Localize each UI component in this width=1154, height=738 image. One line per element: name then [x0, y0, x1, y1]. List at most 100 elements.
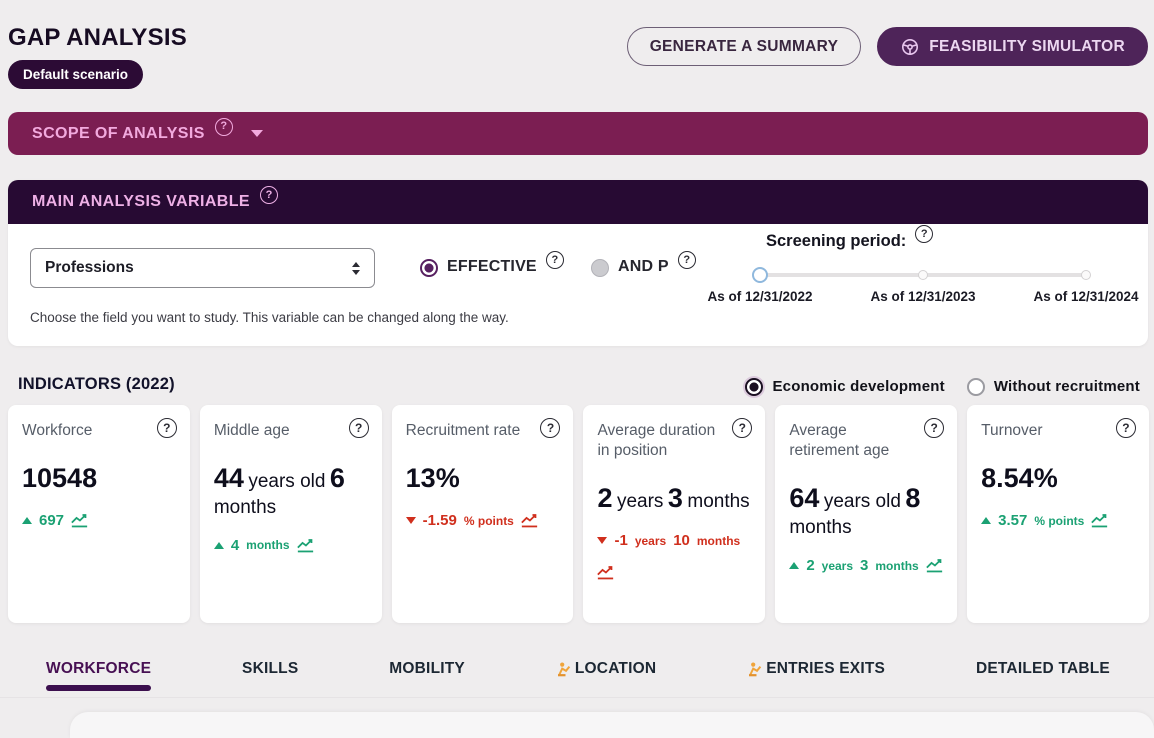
tab-label: WORKFORCE	[46, 660, 152, 677]
radio-effective[interactable]: EFFECTIVE ?	[420, 251, 564, 277]
scope-of-analysis-header[interactable]: SCOPE OF ANALYSIS ?	[8, 112, 1148, 155]
value-number: 6	[329, 463, 345, 494]
help-icon[interactable]: ?	[677, 251, 696, 269]
main-analysis-variable-section: MAIN ANALYSIS VARIABLE ? Professions EFF…	[8, 180, 1148, 346]
value-number: 64	[789, 483, 820, 514]
screening-period: Screening period: ? As of 12/31/2022 As …	[707, 225, 1139, 305]
tab-detailed-table[interactable]: DETAILED TABLE	[976, 652, 1110, 697]
delta-number: -1.59	[422, 512, 457, 530]
line-chart-icon[interactable]	[925, 558, 943, 573]
indicator-cards: Workforce ? 10548 697 Middle age ? 44 ye…	[8, 405, 1149, 623]
indicators-heading: INDICATORS (2022)	[18, 375, 175, 393]
trend-up-icon	[213, 541, 224, 549]
slider-label-2023: As of 12/31/2023	[870, 289, 976, 304]
delta-unit: years	[821, 558, 854, 573]
delta-unit: months	[875, 558, 919, 573]
delta-unit: % points	[463, 513, 514, 528]
trend-down-icon	[597, 537, 608, 545]
radio-unselected-icon	[966, 378, 985, 396]
card-value: 10548	[22, 461, 176, 496]
card-title: Average duration in position	[597, 422, 716, 460]
card-title: Average retirement age	[789, 422, 890, 460]
help-icon[interactable]: ?	[214, 117, 233, 136]
scenario-badge[interactable]: Default scenario	[8, 60, 144, 89]
delta-unit: years	[634, 533, 667, 548]
card-value: 44 years old 6 months	[214, 461, 368, 521]
field-select-hint: Choose the field you want to study. This…	[30, 310, 509, 325]
trend-up-icon	[981, 517, 992, 525]
delta-number: 10	[673, 532, 690, 550]
help-icon[interactable]: ?	[348, 418, 369, 438]
card-title: Turnover	[981, 422, 1043, 439]
tab-workforce[interactable]: WORKFORCE	[46, 652, 152, 697]
screening-period-slider[interactable]	[752, 267, 1091, 283]
value-number: 13%	[405, 463, 460, 494]
card-delta: 4 months	[213, 537, 368, 554]
help-icon[interactable]: ?	[260, 186, 279, 204]
delta-number: 3.57	[998, 512, 1028, 530]
value-unit: years old	[823, 491, 901, 513]
value-number: 2	[597, 483, 613, 514]
slider-stop-2023[interactable]	[918, 270, 928, 280]
help-icon[interactable]: ?	[540, 418, 561, 438]
card-delta: 697	[22, 512, 176, 529]
card-delta: -1.59 % points	[405, 512, 560, 530]
help-icon[interactable]: ?	[924, 418, 945, 438]
help-icon[interactable]: ?	[915, 225, 934, 243]
tab-skills[interactable]: SKILLS	[242, 652, 298, 697]
line-chart-icon[interactable]	[521, 513, 538, 528]
slider-label-2022: As of 12/31/2022	[707, 289, 813, 304]
main-analysis-variable-body: Professions EFFECTIVE ? AND P ? Screenin…	[8, 224, 1148, 346]
delta-number: -1	[614, 532, 628, 550]
tab-label: MOBILITY	[389, 660, 465, 677]
help-icon[interactable]: ?	[545, 251, 564, 269]
card-title: Middle age	[213, 422, 290, 439]
card-value: 8.54%	[981, 461, 1135, 496]
radio-and-p-label: AND P	[618, 258, 669, 275]
screening-period-label: Screening period:	[766, 232, 907, 250]
card-title: Recruitment rate	[405, 422, 521, 439]
help-icon[interactable]: ?	[1115, 418, 1136, 438]
indicators-mode-radios: Economic development Without recruitment	[745, 377, 1140, 396]
help-icon[interactable]: ?	[156, 418, 177, 438]
generate-summary-label: GENERATE A SUMMARY	[649, 37, 839, 55]
line-chart-icon[interactable]	[1091, 513, 1108, 528]
value-number: 8.54%	[981, 463, 1058, 494]
feasibility-simulator-button[interactable]: FEASIBILITY SIMULATOR	[877, 27, 1148, 66]
slider-label-2024: As of 12/31/2024	[1033, 289, 1139, 304]
tab-mobility[interactable]: MOBILITY	[389, 652, 465, 697]
page-title: GAP ANALYSIS	[8, 24, 187, 51]
steering-wheel-icon	[900, 37, 920, 57]
radio-without-recruitment[interactable]: Without recruitment	[966, 377, 1140, 396]
value-unit: months	[789, 517, 852, 539]
line-chart-icon[interactable]	[71, 513, 88, 528]
delta-number: 3	[860, 557, 869, 575]
active-tab-underline	[46, 685, 152, 691]
value-number: 8	[905, 483, 921, 514]
card-average-retirement-age: Average retirement age ? 64 years old 8 …	[775, 405, 958, 623]
select-arrows-icon	[352, 261, 360, 275]
radio-economic-development[interactable]: Economic development	[745, 377, 945, 396]
value-number: 10548	[22, 463, 98, 494]
radio-effective-label: EFFECTIVE	[447, 258, 537, 275]
delta-unit: months	[246, 538, 290, 553]
card-middle-age: Middle age ? 44 years old 6 months 4 mon…	[199, 405, 382, 623]
generate-summary-button[interactable]: GENERATE A SUMMARY	[626, 27, 862, 66]
help-icon[interactable]: ?	[732, 418, 753, 438]
slider-stop-2024[interactable]	[1081, 270, 1091, 280]
content-panel-top	[70, 712, 1154, 738]
tab-entries-exits[interactable]: ENTRIES EXITS	[747, 652, 885, 697]
card-delta: -1 years 10 months	[597, 532, 751, 580]
line-chart-icon[interactable]	[296, 538, 314, 553]
line-chart-icon[interactable]	[597, 565, 614, 580]
card-value: 2 years 3 months	[597, 481, 751, 516]
radio-and-p[interactable]: AND P ?	[591, 251, 696, 277]
card-turnover: Turnover ? 8.54% 3.57 % points	[967, 405, 1149, 623]
value-number: 44	[213, 463, 244, 494]
value-number: 3	[667, 483, 683, 514]
slider-handle-2022[interactable]	[752, 267, 768, 283]
field-select[interactable]: Professions	[30, 248, 375, 288]
delta-number: 2	[806, 557, 815, 575]
header-actions: GENERATE A SUMMARY FEASIBILITY SIMULATOR	[626, 27, 1148, 66]
tab-location[interactable]: LOCATION	[556, 652, 656, 697]
